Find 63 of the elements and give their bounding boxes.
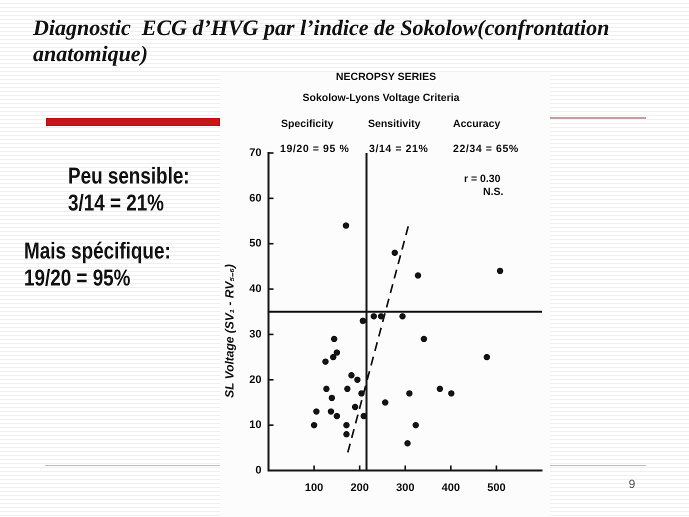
point bbox=[323, 386, 330, 392]
point bbox=[343, 422, 350, 428]
point bbox=[328, 408, 334, 415]
text: Mais spécifique: bbox=[24, 238, 171, 264]
y-tick-label: 60 bbox=[249, 192, 262, 204]
annotation: 3/14 = 21% bbox=[369, 143, 428, 155]
x-tick-label: 200 bbox=[350, 482, 369, 494]
point bbox=[342, 222, 350, 229]
text: 3/14 = 21% bbox=[68, 190, 164, 216]
x-tick-label: 500 bbox=[487, 482, 506, 494]
text: Sokolow-Lyons Voltage Criteria bbox=[302, 92, 460, 104]
point bbox=[392, 250, 398, 256]
y-tick-label: 50 bbox=[249, 238, 262, 250]
point bbox=[404, 440, 411, 446]
point bbox=[358, 390, 365, 397]
y-tick-label: 30 bbox=[249, 328, 262, 340]
x-tick-label: 100 bbox=[304, 482, 324, 494]
y-tick-label: 70 bbox=[249, 147, 262, 160]
point bbox=[420, 336, 428, 342]
point bbox=[360, 318, 366, 324]
point bbox=[414, 272, 422, 279]
point bbox=[382, 399, 388, 406]
x-tick-label: 300 bbox=[396, 482, 414, 494]
point bbox=[348, 372, 355, 378]
point bbox=[343, 431, 350, 438]
point bbox=[354, 376, 361, 383]
point bbox=[310, 422, 318, 428]
y-axis-title: SL Voltage (SV₁ - RV₅₋₆) bbox=[222, 264, 238, 398]
point bbox=[334, 349, 340, 356]
point bbox=[399, 313, 406, 320]
point bbox=[412, 422, 419, 428]
y-tick-label: 20 bbox=[249, 374, 262, 386]
point bbox=[322, 358, 329, 365]
point bbox=[448, 390, 454, 397]
text: Accuracy bbox=[453, 118, 500, 130]
point bbox=[436, 386, 444, 392]
text: Sensitivity bbox=[368, 118, 421, 130]
point bbox=[406, 390, 413, 397]
point bbox=[330, 354, 336, 360]
y-tick-label: 0 bbox=[255, 464, 262, 477]
text: 19/20 = 95% bbox=[24, 264, 130, 292]
text: Specificity bbox=[281, 118, 334, 130]
y-tick-label: 40 bbox=[249, 283, 262, 296]
annotation: 22/34 = 65% bbox=[453, 143, 519, 155]
chart-subtitle: NECROPSY SERIES bbox=[336, 71, 436, 83]
point bbox=[352, 404, 358, 410]
point bbox=[334, 412, 340, 420]
point bbox=[330, 336, 338, 342]
x-tick-label: 400 bbox=[442, 482, 460, 494]
annotation: r = 0.30 bbox=[464, 173, 500, 185]
point bbox=[344, 386, 351, 392]
point bbox=[484, 354, 490, 360]
point bbox=[378, 313, 384, 320]
y-tick-label: 10 bbox=[249, 419, 262, 432]
point bbox=[328, 394, 336, 402]
point bbox=[313, 408, 320, 415]
annotation: N.S. bbox=[483, 186, 504, 198]
text: 9 bbox=[628, 477, 636, 491]
text: Peu sensible: bbox=[68, 162, 190, 190]
point bbox=[496, 268, 504, 274]
chart-title: Diagnostic ECG d’HVG par l’indice de Sokolow(confrontation anatomique) bbox=[33, 15, 610, 67]
annotation: 19/20 = 95 % bbox=[280, 143, 350, 155]
point bbox=[370, 313, 377, 320]
